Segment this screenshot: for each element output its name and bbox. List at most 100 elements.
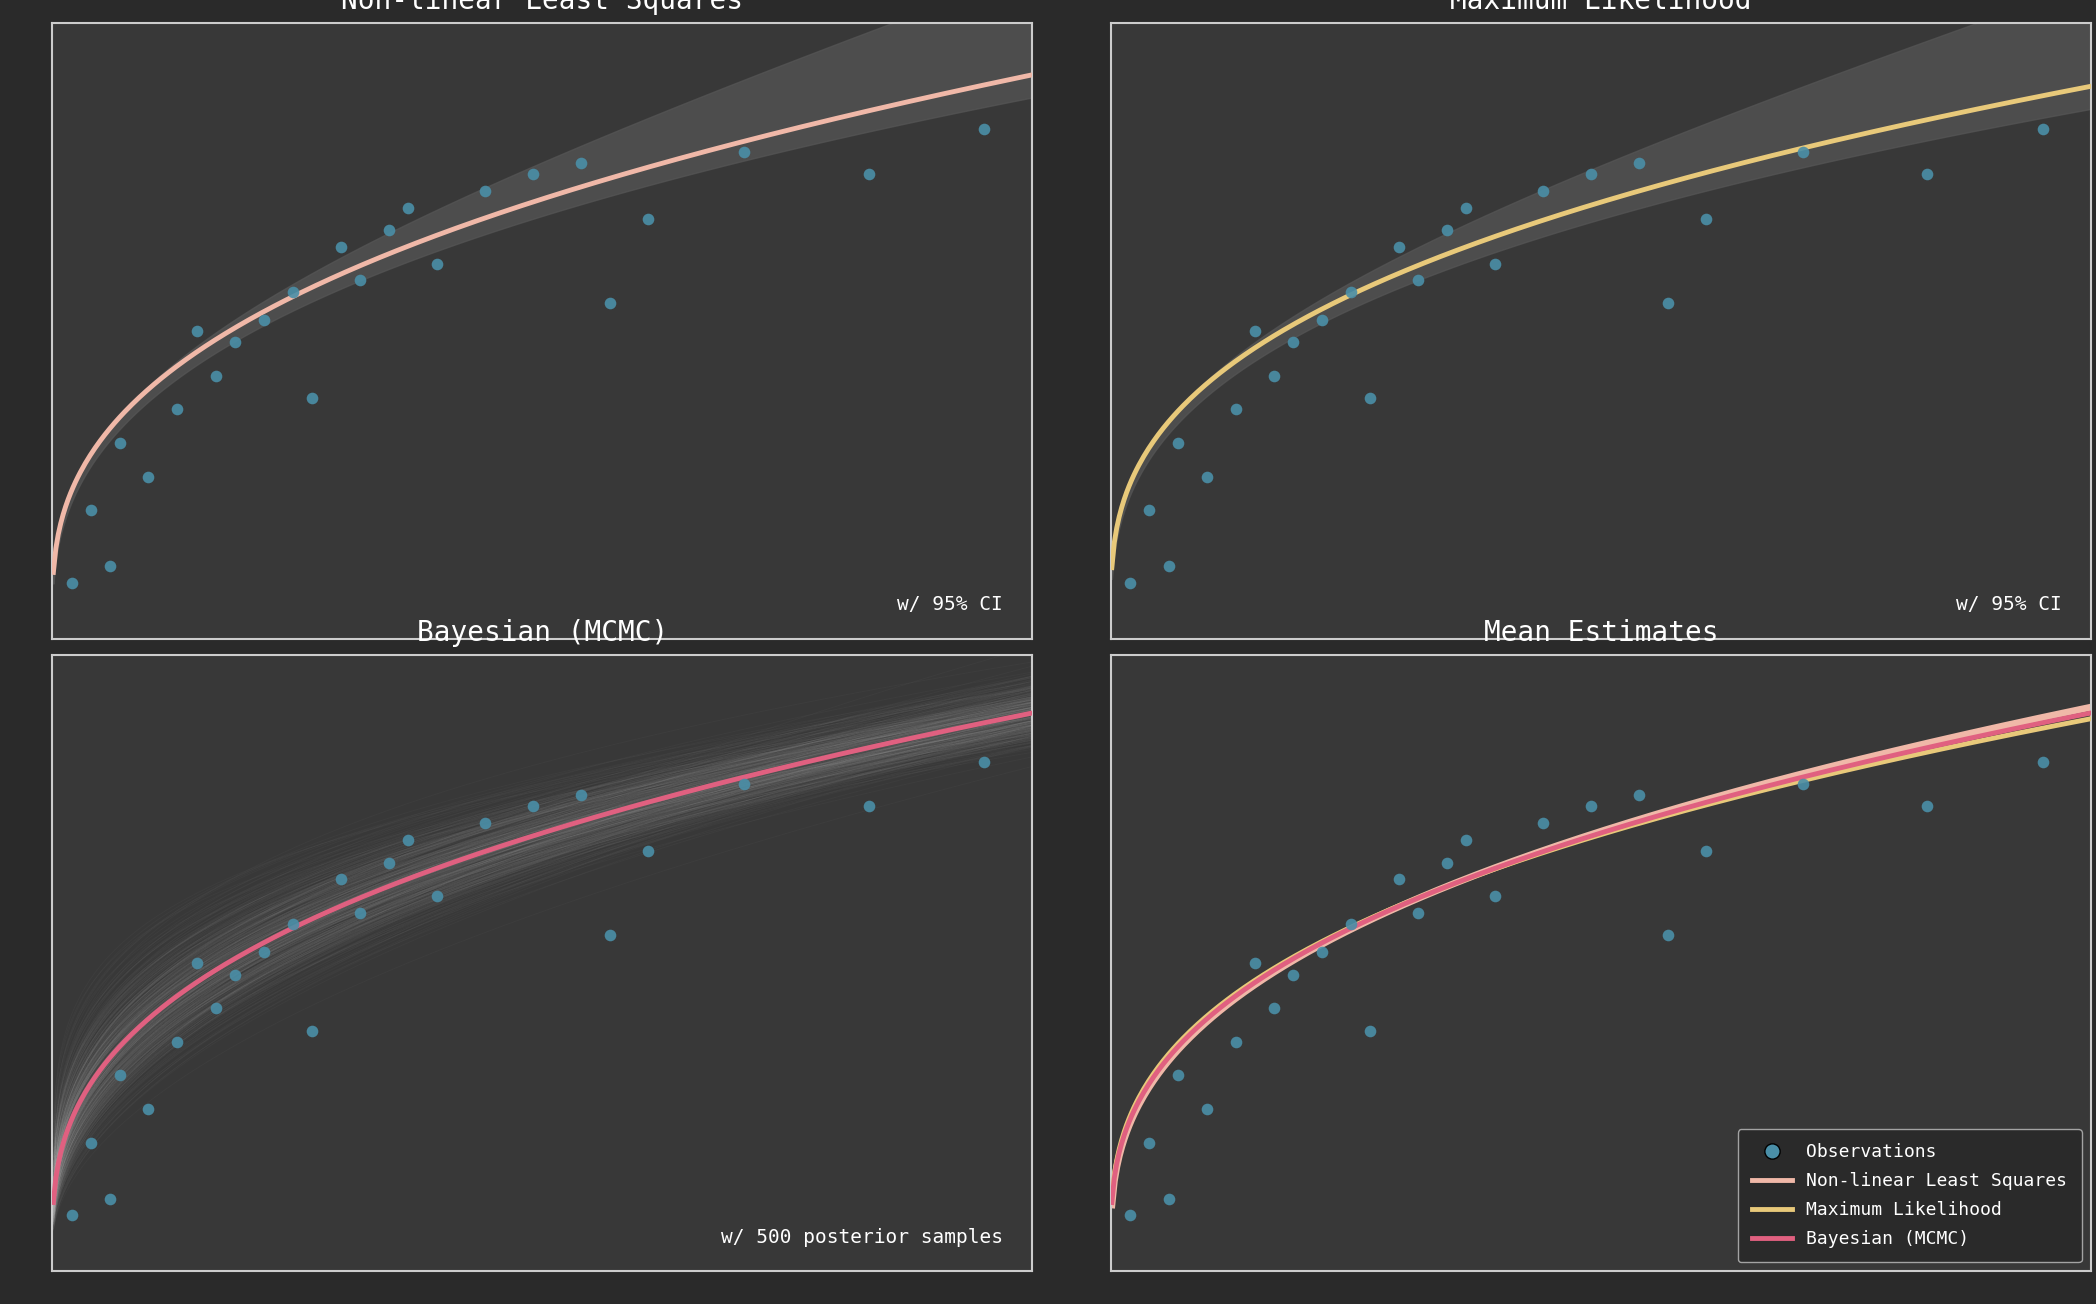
Text: w/ 95% CI: w/ 95% CI xyxy=(1956,596,2060,614)
Point xyxy=(247,309,281,330)
Point xyxy=(1912,163,1945,184)
Point xyxy=(132,1098,166,1119)
Point xyxy=(1429,219,1463,240)
Point xyxy=(277,914,310,935)
Legend: Observations, Non-linear Least Squares, Maximum Likelihood, Bayesian (MCMC): Observations, Non-linear Least Squares, … xyxy=(1738,1129,2081,1262)
Point xyxy=(1132,1132,1165,1153)
Title: Non-linear Least Squares: Non-linear Least Squares xyxy=(342,0,744,14)
Point xyxy=(1622,153,1656,173)
Point xyxy=(199,365,233,386)
Title: Maximum Likelihood: Maximum Likelihood xyxy=(1450,0,1752,14)
Point xyxy=(853,795,887,816)
Point xyxy=(1113,1205,1147,1226)
Point xyxy=(564,153,597,173)
Point xyxy=(631,841,664,862)
Point xyxy=(968,751,1002,772)
Point xyxy=(593,925,627,945)
Point xyxy=(1574,795,1608,816)
Point xyxy=(277,282,310,303)
Point xyxy=(516,795,549,816)
Point xyxy=(1402,902,1436,923)
Point xyxy=(161,399,195,420)
Text: w/ 500 posterior samples: w/ 500 posterior samples xyxy=(721,1228,1002,1247)
Point xyxy=(1220,399,1253,420)
Point xyxy=(73,1132,107,1153)
Point xyxy=(296,1020,329,1041)
Point xyxy=(1652,292,1685,313)
Point xyxy=(1113,572,1147,593)
Point xyxy=(1383,236,1417,257)
Point xyxy=(419,253,453,274)
Point xyxy=(392,197,425,218)
Point xyxy=(1689,209,1723,230)
Point xyxy=(1239,953,1272,974)
Point xyxy=(94,556,128,576)
Point xyxy=(392,829,425,850)
Point xyxy=(73,499,107,520)
Point xyxy=(2027,751,2060,772)
Point xyxy=(2027,119,2060,140)
Point xyxy=(1258,998,1291,1018)
Point xyxy=(1622,785,1656,806)
Point xyxy=(1276,964,1310,985)
Point xyxy=(631,209,664,230)
Point xyxy=(853,163,887,184)
Point xyxy=(247,941,281,962)
Point xyxy=(968,119,1002,140)
Point xyxy=(1478,885,1511,906)
Point xyxy=(1132,499,1165,520)
Point xyxy=(94,1188,128,1209)
Point xyxy=(516,163,549,184)
Point xyxy=(593,292,627,313)
Point xyxy=(1335,282,1369,303)
Point xyxy=(1161,1065,1195,1086)
Point xyxy=(1450,197,1484,218)
Point xyxy=(1306,941,1339,962)
Point xyxy=(371,219,405,240)
Point xyxy=(296,387,329,408)
Point xyxy=(323,868,356,889)
Point xyxy=(727,141,761,162)
Point xyxy=(1526,180,1559,201)
Point xyxy=(344,902,377,923)
Point xyxy=(1161,433,1195,454)
Point xyxy=(1574,163,1608,184)
Text: w/ 95% CI: w/ 95% CI xyxy=(897,596,1002,614)
Point xyxy=(1402,270,1436,291)
Point xyxy=(218,331,252,352)
Point xyxy=(371,852,405,872)
Point xyxy=(1306,309,1339,330)
Point xyxy=(103,433,136,454)
Point xyxy=(1153,1188,1186,1209)
Point xyxy=(467,180,501,201)
Point xyxy=(54,1205,88,1226)
Point xyxy=(1354,387,1388,408)
Point xyxy=(54,572,88,593)
Point xyxy=(1354,1020,1388,1041)
Title: Bayesian (MCMC): Bayesian (MCMC) xyxy=(417,619,669,647)
Point xyxy=(344,270,377,291)
Point xyxy=(180,953,214,974)
Point xyxy=(180,321,214,342)
Point xyxy=(1429,852,1463,872)
Point xyxy=(467,812,501,833)
Point xyxy=(199,998,233,1018)
Point xyxy=(1335,914,1369,935)
Point xyxy=(1383,868,1417,889)
Point xyxy=(1153,556,1186,576)
Point xyxy=(323,236,356,257)
Point xyxy=(564,785,597,806)
Point xyxy=(419,885,453,906)
Point xyxy=(218,964,252,985)
Point xyxy=(132,466,166,486)
Point xyxy=(1258,365,1291,386)
Point xyxy=(1786,141,1819,162)
Point xyxy=(1239,321,1272,342)
Point xyxy=(1689,841,1723,862)
Point xyxy=(1786,773,1819,794)
Point xyxy=(103,1065,136,1086)
Point xyxy=(1652,925,1685,945)
Point xyxy=(1191,466,1224,486)
Point xyxy=(1478,253,1511,274)
Title: Mean Estimates: Mean Estimates xyxy=(1484,619,1719,647)
